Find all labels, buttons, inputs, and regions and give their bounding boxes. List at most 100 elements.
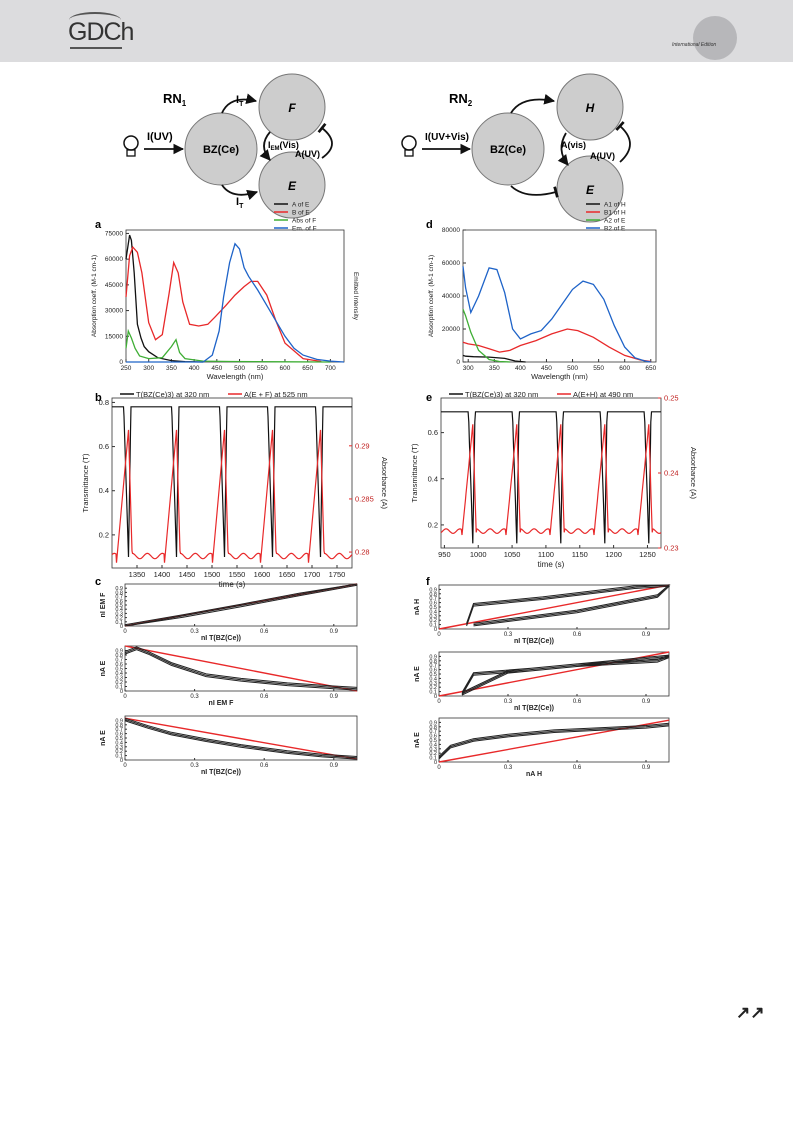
x-tick-label: 600 (619, 365, 630, 372)
x-tick-label: 1450 (179, 570, 196, 579)
panel-c-3-xlabel: nI T(BZ(Ce)) (201, 769, 241, 776)
y-tick-label: 0.1 (115, 754, 123, 760)
y-tick-label: 75000 (105, 230, 123, 237)
x-tick-label: 1200 (605, 550, 622, 559)
y-tick-label: 0 (120, 758, 123, 764)
x-tick-label: 0.9 (642, 765, 651, 771)
logo-arc (69, 12, 121, 28)
y-tick-label: 0.3 (429, 614, 437, 620)
x-tick-label: 450 (541, 365, 552, 372)
y-tick-label: 0 (434, 760, 437, 766)
legend-label: A2 of E (604, 218, 626, 225)
panel-f-3-data-line (438, 725, 670, 760)
y-tick-label: 0.8 (115, 723, 123, 729)
panel-b-ylabel-right: Absorbance (A) (380, 457, 389, 510)
legend-label: A(E + F) at 525 nm (244, 390, 308, 399)
panel-c-3-data-line (124, 719, 358, 759)
rn2-center-node: BZ(Ce) (490, 144, 526, 156)
panel-d-chart: 300 350 400 450 500 550 600 650 0 20000 40000 60000… (428, 202, 657, 382)
panel-f-3-data-line (438, 724, 670, 758)
panel-a-series-line (125, 328, 331, 363)
y-tick-label: 0.1 (429, 756, 437, 762)
y-tick-label: 0.2 (428, 520, 438, 529)
x-tick-label: 250 (121, 365, 132, 372)
y-tick-label: 0.7 (429, 729, 437, 735)
x-tick-label: 0 (437, 632, 441, 638)
legend-label: B1 of H (604, 210, 626, 217)
x-tick-label: 500 (567, 365, 578, 372)
panel-e-ylabel: Transmittance (T) (410, 443, 419, 502)
y-tick-label: 60000 (442, 260, 460, 267)
x-tick-label: 0.6 (260, 694, 269, 700)
x-tick-label: 1350 (129, 570, 146, 579)
y-tick-label: 40000 (442, 293, 460, 300)
legend-label: Em. of F (292, 226, 317, 233)
y-tick-label: 0.4 (99, 486, 109, 495)
edition-badge (693, 16, 737, 60)
panel-c-2-data-line (124, 647, 358, 690)
rn2-title: RN2 (449, 91, 473, 108)
continue-icon: ↗↗ (736, 1003, 765, 1022)
y-tick-label: 0.6 (115, 732, 123, 738)
y-tick-label: 0.1 (429, 690, 437, 696)
panel-c-1-data-line (124, 584, 358, 627)
gdch-logo: GDCh (68, 18, 134, 46)
panel-c-2-xlabel: nI EM F (209, 700, 235, 707)
y-tick-label: 0.8 (115, 653, 123, 659)
x-tick-label: 0.6 (260, 763, 269, 769)
y-tick-label: 0.2 (429, 685, 437, 691)
panel-c-1-data-line (124, 583, 358, 626)
panel-a-ylabel-right: Emitted Intensity (352, 272, 359, 321)
y-tick-label: 30000 (105, 308, 123, 315)
y-tick-label: 0.2 (429, 618, 437, 624)
x-tick-label: 350 (489, 365, 500, 372)
x-tick-label: 0 (437, 699, 441, 705)
y-tick-label: 0.6 (428, 428, 438, 437)
y-tick-label: 0 (456, 359, 460, 366)
rn2-mid-right-label: A(UV) (590, 151, 615, 161)
y-tick-label: 0.2 (115, 680, 123, 686)
x-tick-label: 0.3 (504, 699, 513, 705)
x-tick-label: 1400 (154, 570, 171, 579)
x-tick-label: 600 (280, 365, 291, 372)
panel-f-1-ylabel: nA H (414, 599, 421, 615)
panel-label-d: d (426, 219, 433, 231)
panel-a-xlabel: Wavelength (nm) (207, 372, 264, 381)
panel-f-3-ylabel: nA E (414, 732, 421, 748)
x-tick-label: 1050 (504, 550, 521, 559)
x-tick-label: 0.9 (330, 763, 339, 769)
panel-label-e: e (426, 392, 432, 404)
panel-f-1-fit-line (438, 584, 670, 630)
x-tick-label: 1100 (538, 550, 554, 559)
panel-label-c: c (95, 576, 101, 588)
x-tick-label: 1250 (639, 550, 656, 559)
y-tick-label: 0.8 (115, 590, 123, 596)
y-tick-label: 0.4 (428, 474, 438, 483)
panel-b-series-line (112, 406, 352, 558)
x-tick-label: 400 (515, 365, 526, 372)
page-header: GDCh International Edition (0, 0, 793, 62)
panel-f-2-subplot: 0 0.3 0.6 0.900.10.20.30.40.50.60.70.80.9nI… (414, 651, 670, 712)
panel-b-series-line (111, 429, 353, 563)
panel-f-1-xlabel: nI T(BZ(Ce)) (514, 638, 554, 645)
y-tick-label: 0.9 (429, 654, 437, 660)
y-tick-label: 0.3 (429, 681, 437, 687)
rn1-top-edge-label: IT (236, 94, 244, 108)
y-tick-label: 0.6 (429, 734, 437, 740)
panel-d-xlabel: Wavelength (nm) (531, 372, 588, 381)
rn1-bottom-edge-label: IT (236, 196, 244, 210)
x-tick-label: 0.3 (504, 632, 513, 638)
y-tick-label: 0.1 (115, 620, 123, 626)
legend-label: T(BZ(Ce)3) at 320 nm (465, 390, 538, 399)
x-tick-label: 1500 (204, 570, 221, 579)
y-tick-label: 0.7 (115, 727, 123, 733)
panel-c-3-ylabel: nA E (100, 730, 107, 746)
panel-f-2-fit-line (438, 651, 670, 697)
panel-d-ylabel: Absorption coeff. (M-1 cm-1) (428, 255, 435, 337)
y-tick-label: 0 (434, 627, 437, 633)
x-tick-label: 0.3 (190, 629, 199, 635)
panel-f-3-subplot: 0 0.3 0.6 0.900.10.20.30.40.50.60.70.80.9nA… (414, 717, 670, 778)
rn1-diagram: RN1 I(UV) BZ(Ce) F E IT IT IEM(Vis) A(UV… (123, 73, 333, 219)
x-tick-label: 0.3 (504, 765, 513, 771)
